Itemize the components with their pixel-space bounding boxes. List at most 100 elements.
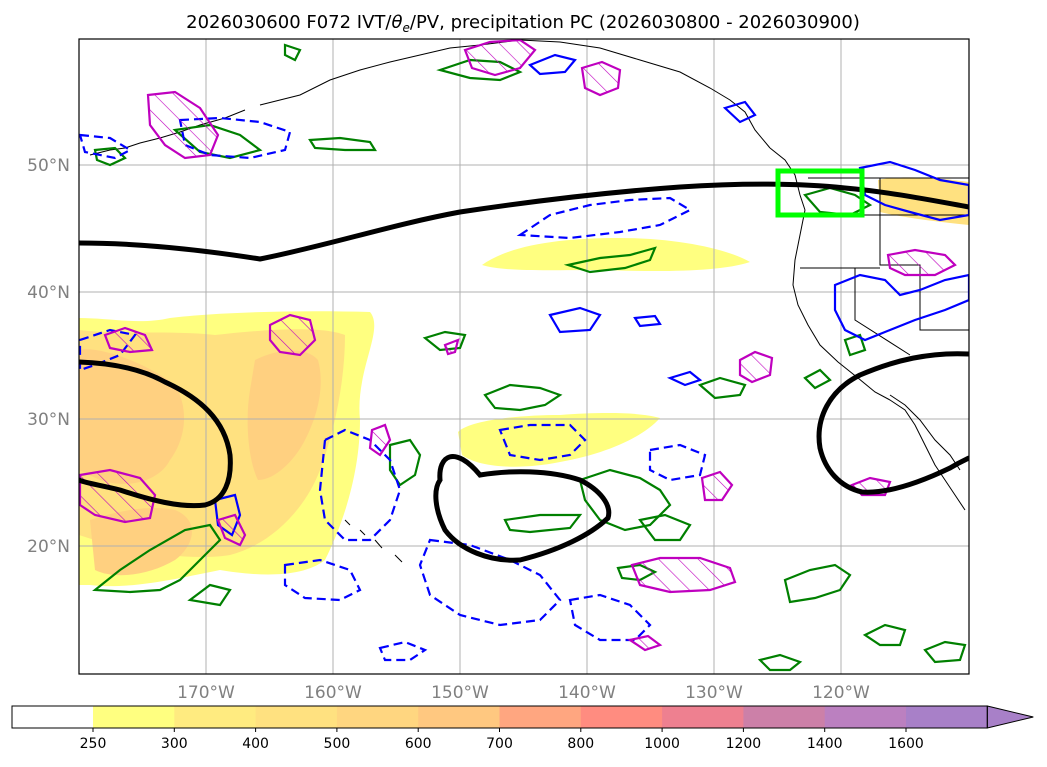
pc-contour-5 <box>463 39 537 77</box>
colorbar-extend-arrow <box>986 705 1034 729</box>
pc-contour-9 <box>700 470 734 502</box>
precip-contour-4 <box>283 43 302 62</box>
highlight-box <box>775 168 865 218</box>
precip-contour-9 <box>422 330 467 352</box>
lon-label-150w: 150°W <box>431 683 489 703</box>
pc-contour-7 <box>630 556 737 594</box>
precip-contour-1 <box>92 523 222 594</box>
colorbar-segment <box>336 706 419 728</box>
pc-contour-14 <box>627 634 663 652</box>
precip-contour-20 <box>843 333 867 357</box>
lon-label-140w: 140°W <box>558 683 616 703</box>
ivt-fill-northeast <box>482 238 750 272</box>
theta-contour-west-low <box>79 359 233 509</box>
map-frame <box>78 38 970 675</box>
pc-contour-1 <box>146 90 220 160</box>
colorbar-segment <box>906 706 988 728</box>
pv-contour-10 <box>378 640 428 662</box>
colorbar-segment <box>12 706 94 728</box>
us-west-coast <box>792 209 966 511</box>
lon-label-170w: 170°W <box>177 683 235 703</box>
pv-contour-9 <box>568 593 652 642</box>
precip-contour-22 <box>757 653 803 672</box>
colorbar-tick-label: 600 <box>405 736 432 752</box>
precip-contour-2 <box>187 583 232 607</box>
baja-coast <box>889 394 961 471</box>
pv-contour-14 <box>527 53 577 76</box>
lon-label-120w: 120°W <box>812 683 870 703</box>
pv-contour-13 <box>633 314 662 328</box>
theta-contours <box>79 181 969 563</box>
colorbar-segment <box>743 706 826 728</box>
precip-contour-21 <box>803 368 832 390</box>
lon-label-160w: 160°W <box>304 683 362 703</box>
colorbar-segment <box>580 706 663 728</box>
pc-contour-3 <box>103 326 154 354</box>
pc-contour-10 <box>886 248 957 277</box>
precip-contour-18 <box>923 640 967 664</box>
colorbar-tick-label: 800 <box>567 736 594 752</box>
colorbar-segment <box>255 706 338 728</box>
lat-label-40: 40°N <box>27 283 70 303</box>
precip-contour-6 <box>308 136 377 152</box>
pv-contour-4 <box>79 328 137 372</box>
pv-contour-7 <box>418 538 562 627</box>
pc-contour-2 <box>268 313 317 357</box>
pv-contour-6 <box>498 423 587 462</box>
theta-contour-east-low <box>816 351 969 495</box>
pc-contour-8 <box>738 350 774 384</box>
pv-contour-19 <box>722 100 757 124</box>
precip-contour-16 <box>783 563 852 604</box>
colorbar: 250 300 400 500 600 700 800 1000 1200 1400 1600 <box>11 705 1034 752</box>
colorbar-tick-label: 300 <box>161 736 188 752</box>
pv-contour-3 <box>516 196 693 240</box>
lat-tick-labels: 50°N 40°N 30°N 20°N <box>27 156 70 557</box>
pv-contour-2 <box>79 133 133 160</box>
colorbar-segment <box>418 706 500 728</box>
chart-title: 2026030600 F072 IVT/θe/PV, precipitation… <box>186 12 860 35</box>
pv-contour-18 <box>666 370 703 387</box>
colorbar-tick-label: 1000 <box>644 736 680 752</box>
theta-contour-central-low <box>433 454 612 563</box>
pc-contour-6 <box>580 60 622 97</box>
lon-label-130w: 130°W <box>685 683 743 703</box>
ivt-fill-core-2 <box>247 350 321 480</box>
precip-contour-7 <box>93 146 127 167</box>
precip-contour-14 <box>638 513 692 542</box>
colorbar-tick-label: 400 <box>242 736 269 752</box>
colorbar-tick-label: 1400 <box>807 736 843 752</box>
lat-label-20: 20°N <box>27 537 70 557</box>
pv-contour-15 <box>833 273 969 342</box>
ivt-fill-core-3 <box>90 508 192 576</box>
colorbar-segment <box>824 706 907 728</box>
map-panel <box>79 39 969 674</box>
pv-contour-12 <box>548 306 602 334</box>
pc-contour-12 <box>368 423 392 457</box>
colorbar-tick-label: 250 <box>80 736 107 752</box>
colorbar-tick-label: 700 <box>486 736 513 752</box>
colorbar-segment <box>499 706 582 728</box>
lat-label-50: 50°N <box>27 156 70 176</box>
colorbar-segment <box>174 706 257 728</box>
pv-contour-8 <box>283 558 362 602</box>
lat-label-30: 30°N <box>27 410 70 430</box>
colorbar-segment <box>662 706 744 728</box>
canada-coast <box>769 147 806 211</box>
pv-contour-5 <box>318 428 402 542</box>
colorbar-tick-label: 1600 <box>888 736 924 752</box>
state-border-4 <box>854 268 911 356</box>
precip-contour-8 <box>563 246 657 274</box>
colorbar-tick-label: 1200 <box>726 736 762 752</box>
colorbar-tick-label: 500 <box>324 736 351 752</box>
colorbar-segment <box>93 706 175 728</box>
theta-contour-north <box>79 181 969 262</box>
precip-contour-12 <box>503 513 583 534</box>
pv-contour-11 <box>648 443 707 482</box>
precip-contour-10 <box>483 383 563 412</box>
alaska-coast <box>259 39 771 149</box>
hawaii <box>344 519 403 563</box>
precip-contour-11 <box>388 438 422 487</box>
precip-contour-15 <box>697 376 747 400</box>
ivt-fill-core-1 <box>79 349 185 484</box>
